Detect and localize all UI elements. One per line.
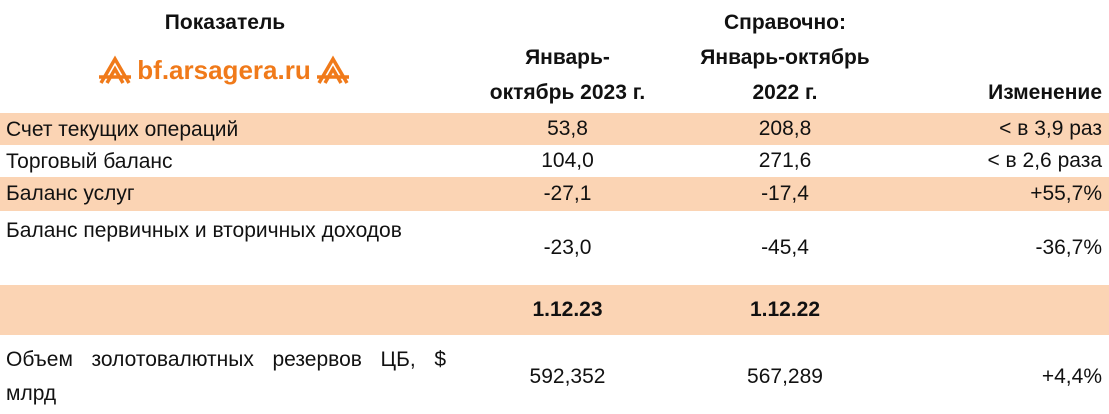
row-label: Торговый баланс [6,150,173,173]
cell-change: < в 2,6 раза [987,149,1102,172]
cell-current: 592,352 [529,365,606,388]
cell-previous: -45,4 [761,236,809,259]
header-reference: Справочно: Январь-октябрь 2022 г. [700,11,870,104]
header-current: Январь- октябрь 2023 г. [489,46,646,104]
row-label: Баланс услуг [6,182,135,205]
logo: bf.arsagera.ru [74,50,374,90]
row-label: Объем золотовалютных резервов ЦБ, $ млрд [6,348,446,405]
logo-text: bf.arsagera.ru [137,55,311,85]
logo-icon [99,55,132,84]
cell-previous: -17,4 [761,182,809,205]
row-shade [0,177,1109,211]
cell-current: -23,0 [543,236,592,259]
cell-change: < в 3,9 раз [999,117,1102,140]
row-label: Баланс первичных и вторичных доходов [6,219,402,242]
cell-change: +55,7% [1030,182,1102,205]
cell-change: +4,4% [1041,365,1102,388]
logo-icon [316,55,349,84]
cell-change: -36,7% [1035,236,1102,259]
cell-previous: 1.12.22 [749,298,821,321]
cell-previous: 271,6 [758,149,812,172]
header-indicator: Показатель [164,11,286,34]
cell-current: 53,8 [547,117,588,140]
row-label: Счет текущих операций [6,118,239,141]
cell-current: 104,0 [541,149,594,172]
cell-previous: 567,289 [747,365,823,388]
cell-current: -27,1 [543,182,592,205]
row-shade [0,113,1109,145]
cell-previous: 208,8 [758,117,812,140]
header-change: Изменение [988,81,1102,104]
cell-current: 1.12.23 [532,298,603,321]
row-shade [0,285,1109,335]
